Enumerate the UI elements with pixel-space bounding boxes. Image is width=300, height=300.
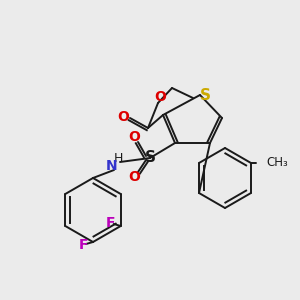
- Text: S: S: [145, 151, 155, 166]
- Text: S: S: [200, 88, 211, 103]
- Text: O: O: [128, 130, 140, 144]
- Text: F: F: [78, 238, 88, 252]
- Text: O: O: [117, 110, 129, 124]
- Text: CH₃: CH₃: [266, 157, 288, 169]
- Text: O: O: [128, 170, 140, 184]
- Text: F: F: [106, 216, 116, 230]
- Text: H: H: [113, 152, 123, 164]
- Text: N: N: [106, 159, 118, 173]
- Text: O: O: [154, 90, 166, 104]
